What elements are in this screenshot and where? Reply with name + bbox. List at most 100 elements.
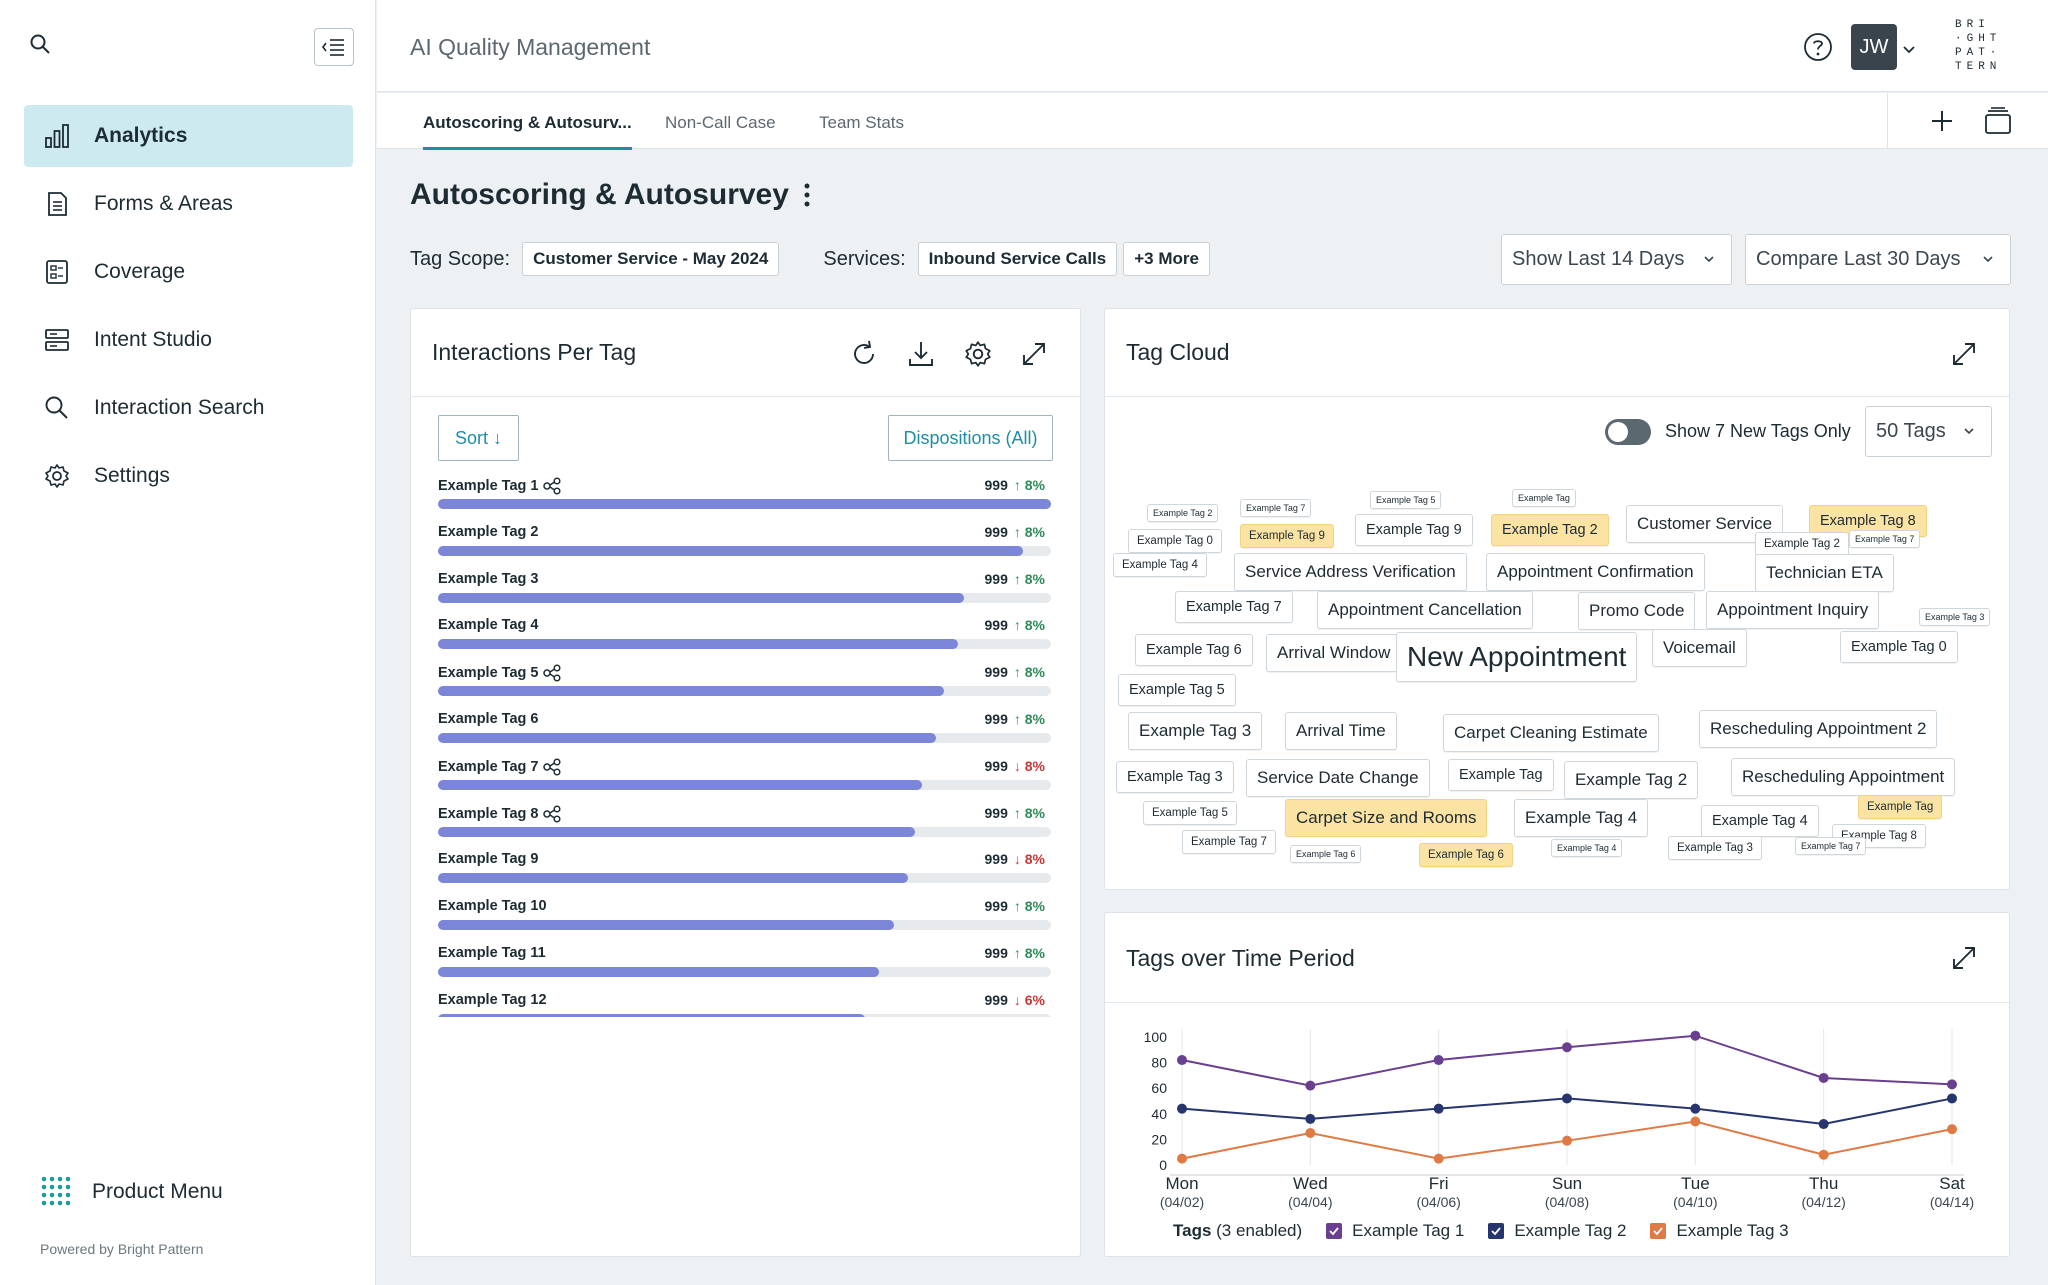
services-chip[interactable]: Inbound Service Calls [917, 242, 1118, 276]
nav-item-coverage[interactable]: Coverage [24, 241, 353, 303]
expand-icon[interactable] [1019, 339, 1049, 369]
add-tab-button[interactable] [1928, 107, 1956, 135]
tag-cloud-item[interactable]: Example Tag 7 [1795, 837, 1867, 855]
tag-cloud-item[interactable]: Example Tag 0 [1840, 631, 1958, 663]
dashboards-button[interactable] [1983, 106, 2013, 136]
tag-cloud-item[interactable]: Appointment Inquiry [1706, 591, 1880, 629]
tag-cloud-item[interactable]: Example Tag 5 [1370, 491, 1442, 509]
tag-cloud-item[interactable]: Carpet Size and Rooms [1285, 799, 1488, 837]
more-options-icon[interactable] [797, 180, 817, 210]
tag-cloud-item[interactable]: Arrival Time [1285, 712, 1397, 750]
range-select[interactable]: Show Last 14 Days [1501, 234, 1732, 285]
x-tick-label: Tue [1681, 1174, 1710, 1193]
tag-cloud-item[interactable]: Example Tag 3 [1128, 712, 1263, 750]
tag-cloud-item[interactable]: Example Tag 9 [1355, 514, 1473, 546]
tag-cloud-item[interactable]: Example Tag 3 [1668, 836, 1762, 860]
tag-cloud-item[interactable]: Promo Code [1578, 592, 1696, 630]
tag-cloud-item[interactable]: Example Tag 9 [1240, 524, 1334, 548]
tag-row[interactable]: Example Tag 9 999 ↓ 8% [438, 851, 1053, 898]
chevron-down-icon[interactable] [1902, 42, 1916, 54]
tab-autoscoring[interactable]: Autoscoring & Autosurv... [423, 113, 632, 150]
tag-row[interactable]: Example Tag 5 999 ↑ 8% [438, 664, 1053, 711]
tag-cloud-item[interactable]: Example Tag 4 [1514, 799, 1649, 837]
tag-row[interactable]: Example Tag 10 999 ↑ 8% [438, 898, 1053, 945]
nav-item-analytics[interactable]: Analytics [24, 105, 353, 167]
sort-button[interactable]: Sort ↓ [438, 415, 519, 461]
tag-row[interactable]: Example Tag 4 999 ↑ 8% [438, 617, 1053, 664]
tag-cloud-item[interactable]: Example Tag 7 [1240, 499, 1312, 517]
legend-item-tag-2[interactable]: Example Tag 2 [1488, 1221, 1626, 1241]
tag-row[interactable]: Example Tag 2 999 ↑ 8% [438, 524, 1053, 571]
tag-row[interactable]: Example Tag 8 999 ↑ 8% [438, 805, 1053, 852]
tag-cloud-item[interactable]: Example Tag 2 [1564, 761, 1699, 799]
tag-cloud-item[interactable]: Example Tag [1858, 795, 1943, 819]
download-icon[interactable] [906, 339, 936, 369]
tab-team-stats[interactable]: Team Stats [819, 113, 905, 132]
tag-cloud-item[interactable]: Example Tag 7 [1182, 830, 1276, 854]
tag-cloud-item[interactable]: Arrival Window [1266, 634, 1402, 672]
legend-title: Tags (3 enabled) [1173, 1221, 1302, 1241]
tag-cloud-item[interactable]: Example Tag 3 [1116, 761, 1234, 793]
tag-cloud-item[interactable]: Example Tag 7 [1175, 591, 1293, 623]
share-icon[interactable] [542, 805, 562, 823]
tag-cloud-item[interactable]: Example Tag 2 [1147, 504, 1219, 522]
tag-row[interactable]: Example Tag 1 999 ↑ 8% [438, 477, 1053, 524]
tag-cloud-item[interactable]: Example Tag 2 [1491, 514, 1609, 546]
tag-cloud-item[interactable]: Rescheduling Appointment [1731, 758, 1956, 796]
tag-scope-chip[interactable]: Customer Service - May 2024 [522, 242, 780, 276]
tab-non-call-case[interactable]: Non-Call Case [665, 113, 776, 132]
main-nav: Analytics Forms & Areas Coverage Intent … [24, 105, 353, 513]
help-icon[interactable] [1802, 31, 1834, 63]
refresh-icon[interactable] [849, 339, 879, 369]
expand-icon[interactable] [1949, 943, 1979, 973]
tag-cloud-item[interactable]: Example Tag 7 [1849, 530, 1921, 548]
search-icon[interactable] [28, 32, 54, 58]
legend-item-tag-1[interactable]: Example Tag 1 [1326, 1221, 1464, 1241]
tag-cloud-item[interactable]: Service Address Verification [1234, 553, 1467, 591]
tag-cloud-item[interactable]: Example Tag [1512, 489, 1576, 507]
tag-row[interactable]: Example Tag 6 999 ↑ 8% [438, 711, 1053, 758]
tag-cloud-item[interactable]: Example Tag 6 [1290, 845, 1362, 863]
tag-cloud-item[interactable]: Appointment Confirmation [1486, 553, 1705, 591]
legend-item-tag-3[interactable]: Example Tag 3 [1650, 1221, 1789, 1241]
tag-cloud-item[interactable]: New Appointment [1396, 632, 1638, 682]
tag-cloud-item[interactable]: Appointment Cancellation [1317, 591, 1533, 629]
tag-row[interactable]: Example Tag 12 999 ↓ 6% [438, 992, 1053, 1017]
nav-item-intent-studio[interactable]: Intent Studio [24, 309, 353, 371]
share-icon[interactable] [542, 664, 562, 682]
tag-cloud-item[interactable]: Example Tag 5 [1143, 801, 1237, 825]
tag-cloud-item[interactable]: Example Tag 4 [1113, 553, 1207, 577]
product-menu-button[interactable]: Product Menu [40, 1175, 223, 1209]
tag-row[interactable]: Example Tag 11 999 ↑ 8% [438, 945, 1053, 992]
expand-icon[interactable] [1949, 339, 1979, 369]
tag-row[interactable]: Example Tag 3 999 ↑ 8% [438, 571, 1053, 618]
tag-cloud-item[interactable]: Service Date Change [1246, 759, 1430, 797]
tag-row[interactable]: Example Tag 7 999 ↓ 8% [438, 758, 1053, 805]
share-icon[interactable] [542, 477, 562, 495]
dispositions-button[interactable]: Dispositions (All) [888, 415, 1053, 461]
nav-item-forms-areas[interactable]: Forms & Areas [24, 173, 353, 235]
nav-item-interaction-search[interactable]: Interaction Search [24, 377, 353, 439]
tag-cloud-item[interactable]: Carpet Cleaning Estimate [1443, 714, 1659, 752]
compare-select[interactable]: Compare Last 30 Days [1745, 234, 2011, 285]
tag-cloud-item[interactable]: Rescheduling Appointment 2 [1699, 710, 1938, 748]
user-avatar[interactable]: JW [1851, 24, 1897, 70]
tag-cloud-item[interactable]: Example Tag 0 [1128, 529, 1222, 553]
tag-cloud-item[interactable]: Example Tag 2 [1755, 532, 1849, 556]
tag-cloud-item[interactable]: Example Tag 4 [1701, 805, 1819, 837]
tag-cloud-item[interactable]: Example Tag 4 [1551, 839, 1623, 857]
tag-cloud-item[interactable]: Voicemail [1652, 629, 1747, 667]
nav-item-settings[interactable]: Settings [24, 445, 353, 507]
new-tags-toggle[interactable] [1605, 419, 1651, 445]
tag-cloud-item[interactable]: Example Tag 5 [1118, 674, 1236, 706]
gear-icon[interactable] [963, 339, 993, 369]
tag-cloud-item[interactable]: Example Tag [1448, 759, 1554, 791]
tag-cloud-item[interactable]: Example Tag 3 [1919, 608, 1991, 626]
services-more-chip[interactable]: +3 More [1123, 242, 1210, 276]
tag-cloud-item[interactable]: Example Tag 6 [1419, 843, 1513, 867]
collapse-sidebar-button[interactable] [314, 28, 354, 66]
tag-count-select[interactable]: 50 Tags [1865, 406, 1992, 457]
share-icon[interactable] [542, 758, 562, 776]
tag-cloud-item[interactable]: Technician ETA [1755, 554, 1894, 592]
tag-cloud-item[interactable]: Example Tag 6 [1135, 634, 1253, 666]
